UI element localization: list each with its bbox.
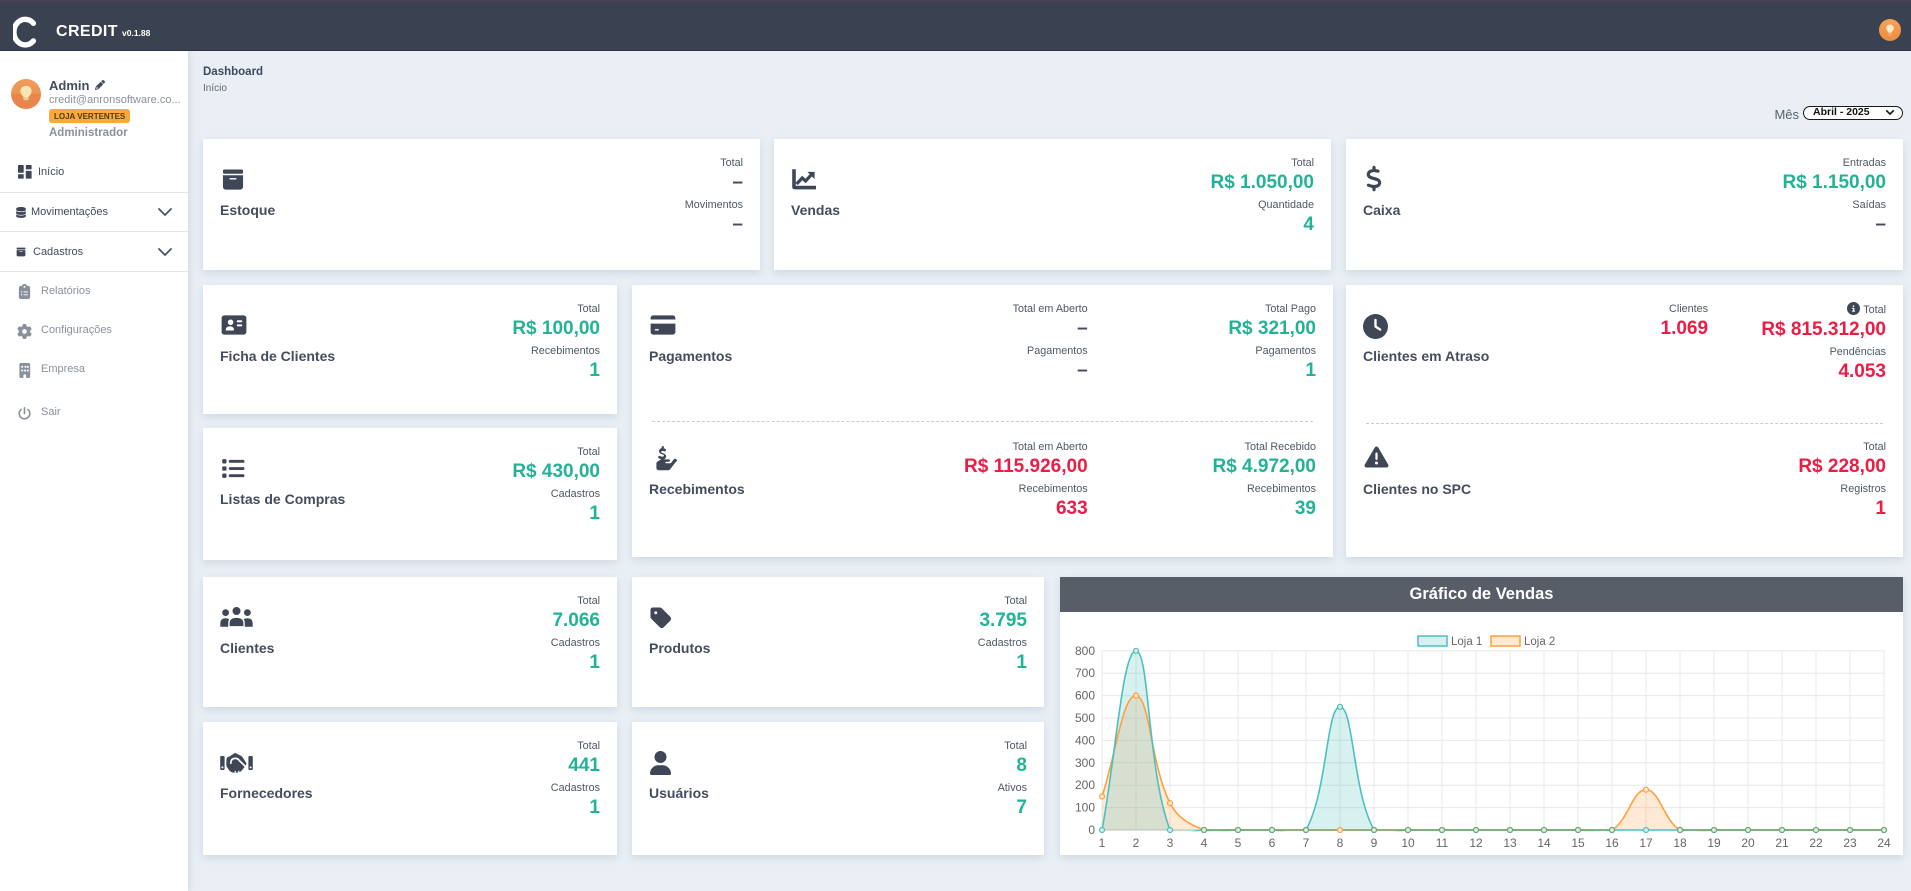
svg-text:4: 4	[1201, 836, 1208, 850]
svg-text:21: 21	[1775, 836, 1789, 850]
svg-text:15: 15	[1571, 836, 1585, 850]
svg-text:500: 500	[1075, 711, 1095, 725]
svg-text:800: 800	[1075, 644, 1095, 658]
svg-text:Loja 1: Loja 1	[1451, 636, 1482, 648]
svg-text:3: 3	[1167, 836, 1174, 850]
svg-text:13: 13	[1503, 836, 1517, 850]
svg-text:6: 6	[1269, 836, 1276, 850]
svg-text:12: 12	[1469, 836, 1483, 850]
svg-text:16: 16	[1605, 836, 1619, 850]
svg-text:5: 5	[1235, 836, 1242, 850]
svg-text:18: 18	[1673, 836, 1687, 850]
svg-text:17: 17	[1639, 836, 1653, 850]
svg-text:24: 24	[1877, 836, 1891, 850]
svg-text:20: 20	[1741, 836, 1755, 850]
svg-text:700: 700	[1075, 666, 1095, 680]
svg-text:300: 300	[1075, 756, 1095, 770]
svg-text:Loja 2: Loja 2	[1524, 636, 1555, 648]
svg-text:100: 100	[1075, 801, 1095, 815]
svg-text:11: 11	[1436, 836, 1449, 850]
svg-text:23: 23	[1843, 836, 1857, 850]
svg-text:400: 400	[1075, 733, 1095, 747]
svg-text:2: 2	[1133, 836, 1140, 850]
svg-text:8: 8	[1337, 836, 1344, 850]
svg-text:1: 1	[1099, 836, 1106, 850]
svg-text:14: 14	[1537, 836, 1551, 850]
svg-text:0: 0	[1088, 823, 1095, 837]
svg-text:19: 19	[1707, 836, 1721, 850]
svg-text:200: 200	[1075, 778, 1095, 792]
svg-text:7: 7	[1303, 836, 1310, 850]
svg-text:9: 9	[1371, 836, 1378, 850]
svg-text:22: 22	[1809, 836, 1823, 850]
svg-text:10: 10	[1401, 836, 1415, 850]
svg-text:600: 600	[1075, 689, 1095, 703]
